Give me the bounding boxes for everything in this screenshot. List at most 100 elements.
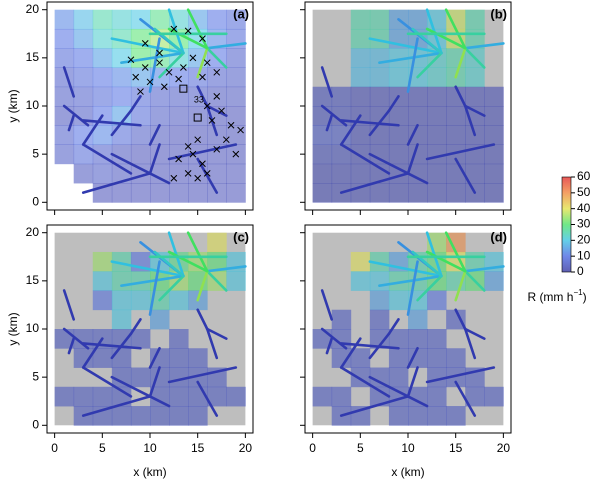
- link: [339, 114, 362, 146]
- gauge: [194, 174, 202, 182]
- gauge: [156, 59, 163, 67]
- rain-cell: [312, 144, 333, 165]
- link: [463, 269, 486, 292]
- rain-cell: [111, 163, 132, 184]
- rain-cell: [427, 183, 447, 203]
- link: [463, 104, 477, 137]
- rain-cell: [388, 183, 409, 203]
- link: [148, 366, 161, 398]
- y-tick-label: 5: [32, 146, 39, 160]
- rain-cell: [465, 86, 485, 107]
- rain-cell: [446, 309, 466, 330]
- rain-cell: [369, 163, 390, 184]
- rain-cell: [92, 9, 113, 30]
- rain-cell: [73, 386, 94, 407]
- link: [158, 274, 185, 302]
- rain-cell: [188, 406, 208, 426]
- panel-label: (b): [490, 6, 507, 21]
- link: [81, 119, 142, 127]
- rain-cell: [427, 106, 447, 126]
- rain-cell: [427, 290, 447, 311]
- rain-cell: [446, 367, 466, 388]
- rain-cell: [312, 163, 333, 184]
- rain-cell: [465, 386, 485, 407]
- x-tick-label: 15: [449, 441, 463, 455]
- link: [158, 51, 185, 79]
- link: [339, 366, 391, 398]
- link: [325, 337, 334, 355]
- link: [378, 51, 443, 64]
- rain-cell: [331, 309, 352, 330]
- link: [167, 250, 209, 273]
- rain-cell: [111, 406, 132, 426]
- rain-cell: [427, 386, 447, 407]
- rain-cell: [111, 183, 132, 203]
- rain-cell: [150, 163, 170, 184]
- rain-cell: [92, 163, 113, 184]
- rain-cell: [369, 309, 390, 330]
- link: [444, 231, 467, 273]
- rain-cell: [111, 86, 132, 107]
- rain-cell: [169, 125, 189, 145]
- gauge: [146, 78, 154, 86]
- y-tick-label: 10: [26, 321, 40, 335]
- square-marker: [179, 84, 188, 93]
- rain-cell: [408, 386, 428, 407]
- gauge: [213, 93, 221, 100]
- rain-cell: [111, 348, 132, 368]
- rain-cell: [427, 406, 447, 426]
- rain-cell: [312, 125, 333, 145]
- link: [368, 37, 443, 55]
- x-tick-label: 0: [51, 441, 58, 455]
- rain-cell: [111, 290, 132, 311]
- rain-cell: [350, 86, 371, 107]
- rain-cell: [427, 367, 447, 388]
- y-tick-label: 15: [26, 50, 40, 64]
- rain-cell: [169, 367, 189, 388]
- x-axis-label: x (km): [391, 465, 424, 479]
- rain-cell: [369, 9, 390, 30]
- rain-cell: [73, 28, 94, 49]
- gauge: [222, 136, 230, 144]
- rain-cell: [169, 183, 189, 203]
- gauge: [189, 54, 197, 62]
- rain-cell: [111, 271, 132, 291]
- gauge: [208, 117, 216, 124]
- panel-label: (c): [233, 229, 249, 244]
- link: [110, 375, 152, 398]
- gauge: [175, 155, 182, 163]
- rain-cell: [169, 329, 189, 349]
- gauge: [199, 35, 206, 42]
- rain-cell: [350, 48, 371, 68]
- link: [454, 380, 477, 417]
- gauge: [199, 73, 206, 81]
- link: [196, 85, 209, 108]
- x-tick-label: 5: [99, 441, 106, 455]
- link: [167, 366, 238, 384]
- rain-cell: [388, 106, 409, 126]
- gauge: [170, 25, 178, 33]
- rain-cell: [73, 48, 94, 68]
- link: [406, 172, 429, 185]
- rain-cell: [188, 9, 208, 30]
- rain-cell: [111, 367, 132, 388]
- link: [454, 308, 467, 331]
- link: [339, 337, 362, 369]
- link: [444, 8, 467, 50]
- rain-cell: [331, 86, 352, 107]
- rain-cell: [350, 67, 371, 88]
- link: [406, 123, 419, 146]
- rain-cell: [207, 9, 227, 30]
- gauge: [141, 40, 149, 47]
- rain-cell: [54, 48, 75, 68]
- rain-cell: [446, 348, 466, 368]
- colorbar-tick-label: 40: [577, 201, 591, 215]
- rain-cell: [130, 290, 151, 311]
- rain-cell: [130, 125, 151, 145]
- link: [406, 346, 419, 369]
- x-tick-label: 5: [357, 441, 364, 455]
- link: [148, 346, 161, 369]
- rain-cell: [111, 48, 132, 68]
- link: [205, 327, 228, 340]
- link: [148, 143, 161, 175]
